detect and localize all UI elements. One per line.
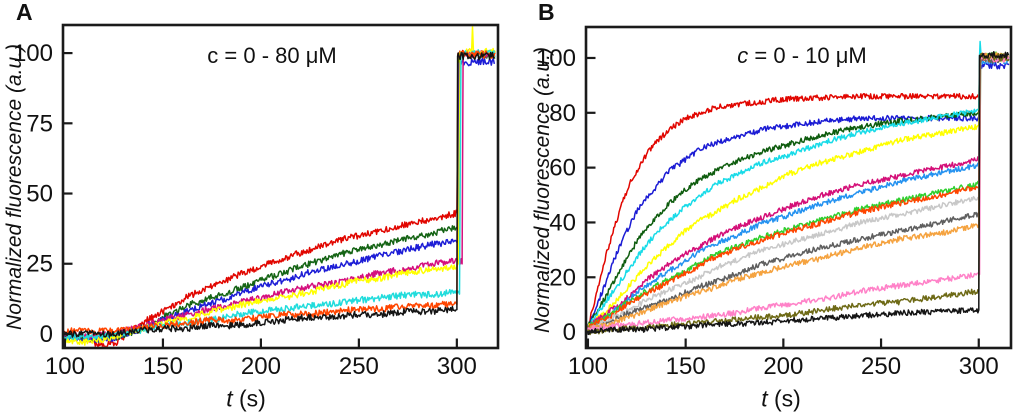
y-tick-label: 100 bbox=[13, 40, 53, 67]
panel-b-concentration-annotation: c = 0 - 10 μM bbox=[737, 43, 867, 68]
series-trace-cyan bbox=[587, 40, 1009, 330]
x-tick-label: 200 bbox=[763, 353, 803, 380]
series-trace-green bbox=[587, 51, 1010, 328]
x-tick-label: 250 bbox=[861, 353, 901, 380]
panel-a: A Normalized fluorescence (a.u.) c = 0 -… bbox=[3, 0, 500, 412]
series-trace-dodger-blue bbox=[587, 55, 1010, 330]
series-trace-dim-gray bbox=[587, 55, 1009, 331]
series-trace-red bbox=[64, 49, 496, 347]
series-group bbox=[587, 40, 1010, 336]
y-tick-label: 0 bbox=[563, 319, 576, 346]
series-trace-yellow bbox=[587, 54, 1009, 329]
series-group bbox=[64, 26, 496, 347]
panel-b-plot-canvas: 100 150 200 250 300 0 20 40 60 80 100 bbox=[536, 25, 1013, 380]
x-tick-label: 300 bbox=[437, 353, 477, 380]
x-tick-label: 100 bbox=[45, 353, 85, 380]
panel-b-x-axis-title: t (s) bbox=[761, 385, 801, 412]
plot-frame bbox=[61, 23, 500, 350]
panel-b-letter: B bbox=[538, 0, 555, 25]
plot-frame bbox=[584, 25, 1013, 350]
x-tick-label: 150 bbox=[666, 353, 706, 380]
panel-a-concentration-annotation: c = 0 - 80 μM bbox=[207, 43, 337, 68]
x-tick-label: 250 bbox=[339, 353, 379, 380]
y-tick-label: 100 bbox=[536, 45, 576, 72]
series-trace-yellow bbox=[64, 26, 496, 346]
series-trace-blue bbox=[64, 57, 496, 344]
x-tick-label: 150 bbox=[143, 353, 183, 380]
series-trace-black bbox=[64, 51, 495, 338]
panel-a-letter: A bbox=[16, 0, 33, 25]
y-tick-label: 80 bbox=[549, 100, 576, 127]
panel-a-plot-canvas: 100 150 200 250 300 0 25 50 75 100 bbox=[13, 23, 500, 380]
series-trace-magenta bbox=[587, 52, 1010, 330]
y-tick-label: 50 bbox=[26, 181, 53, 208]
series-trace-light-gray bbox=[587, 53, 1010, 332]
y-tick-label: 0 bbox=[40, 321, 53, 348]
y-tick-label: 40 bbox=[549, 209, 576, 236]
x-tick-label: 200 bbox=[241, 353, 281, 380]
series-trace-orange-red bbox=[587, 54, 1010, 330]
y-tick-label: 75 bbox=[26, 110, 53, 137]
x-tick-label: 100 bbox=[568, 353, 608, 380]
series-trace-black bbox=[587, 50, 1010, 336]
y-tick-label: 60 bbox=[549, 155, 576, 182]
series-trace-dark-green bbox=[587, 51, 1010, 327]
y-tick-label: 25 bbox=[26, 251, 53, 278]
panel-b: B Normalized fluorescence (a.u.) c = 0 -… bbox=[511, 0, 1022, 417]
x-tick-label: 300 bbox=[959, 353, 999, 380]
y-tick-label: 20 bbox=[549, 264, 576, 291]
panel-a-x-axis-title: t (s) bbox=[226, 385, 266, 412]
series-trace-orange bbox=[587, 52, 1010, 333]
series-trace-pink bbox=[587, 54, 1010, 332]
series-trace-red bbox=[587, 53, 1010, 330]
